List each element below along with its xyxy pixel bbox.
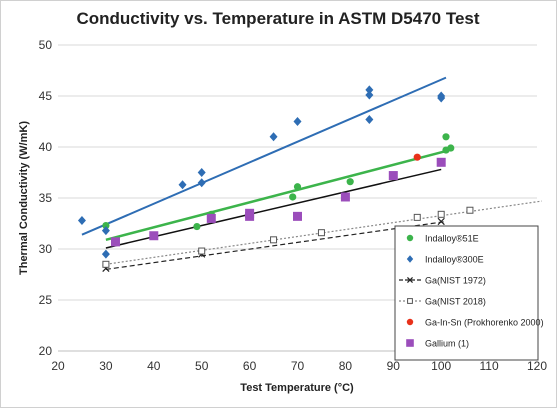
- legend: Indalloy®51E Indalloy®300E Ga(NIST 1972) Ga…: [394, 225, 544, 361]
- data-point-series-4: [413, 153, 421, 161]
- data-point-series-0: [289, 193, 297, 201]
- data-point-series-0: [293, 183, 302, 191]
- data-point-series-5: [293, 211, 302, 221]
- data-point-series-5: [340, 192, 350, 202]
- legend-marker: [407, 298, 413, 304]
- x-tick-label: 90: [387, 359, 401, 373]
- x-marker-stroke: [437, 217, 445, 226]
- data-point-series-5: [149, 231, 159, 241]
- data-point-series-5: [245, 208, 255, 218]
- data-point-series-3: [102, 260, 110, 268]
- legend-box: [394, 225, 539, 361]
- data-point-series-1: [178, 180, 187, 190]
- x-tick-label: 30: [99, 359, 113, 373]
- x-tick-label: 20: [51, 359, 65, 373]
- x-tick-label: 60: [243, 359, 257, 373]
- trendline: [105, 168, 442, 249]
- trendlines: [81, 76, 542, 270]
- data-point-series-1: [437, 93, 446, 103]
- data-point-series-1: [101, 249, 110, 259]
- data-point-series-1: [365, 85, 374, 95]
- y-tick-label: 25: [39, 293, 53, 307]
- data-point-series-3: [317, 229, 325, 237]
- y-tick-labels: 20 25 30 35 40 45 50: [39, 38, 53, 358]
- legend-label: Gallium (1): [425, 339, 469, 349]
- legend-label: Ga-In-Sn (Prokhorenko 2000): [425, 318, 544, 328]
- data-point-series-0: [193, 222, 201, 231]
- x-tick-label: 100: [431, 359, 451, 373]
- data-point-series-1: [197, 178, 206, 188]
- chart-title: Conductivity vs. Temperature in ASTM D54…: [76, 9, 479, 28]
- data-points: [77, 85, 474, 273]
- legend-marker: [406, 255, 414, 263]
- trendline: [105, 149, 447, 242]
- y-tick-label: 45: [39, 89, 53, 103]
- data-point-series-1: [365, 90, 374, 100]
- data-point-series-0: [447, 144, 455, 152]
- legend-label: Indalloy®300E: [425, 255, 484, 265]
- data-point-series-3: [437, 210, 445, 218]
- data-point-series-1: [293, 117, 302, 126]
- data-point-series-1: [365, 114, 374, 124]
- y-tick-label: 35: [39, 191, 53, 205]
- data-point-series-1: [269, 132, 278, 142]
- data-point-series-5: [206, 213, 216, 223]
- data-point-series-3: [413, 213, 421, 221]
- y-axis-label: Thermal Conductivity (W/mK): [18, 121, 30, 275]
- x-tick-label: 50: [195, 359, 209, 373]
- x-tick-label: 120: [527, 359, 547, 373]
- legend-label: Ga(NIST 2018): [425, 297, 486, 307]
- x-axis-label: Test Temperature (°C): [240, 382, 354, 394]
- x-tick-label: 80: [339, 359, 353, 373]
- data-point-series-3: [270, 236, 278, 244]
- y-tick-label: 50: [39, 38, 53, 52]
- data-point-series-0: [102, 221, 110, 230]
- legend-marker: [406, 339, 414, 347]
- data-point-series-1: [77, 215, 86, 225]
- trendline: [81, 76, 447, 236]
- x-tick-label: 110: [480, 359, 499, 373]
- data-point-series-0: [346, 178, 354, 186]
- data-point-series-5: [436, 157, 446, 167]
- trendline: [105, 220, 447, 270]
- legend-label: Ga(NIST 1972): [425, 276, 486, 286]
- data-point-series-0: [442, 133, 450, 141]
- legend-marker: [407, 277, 413, 283]
- x-tick-labels: 20 30 40 50 60 70 80 90 100 110 120: [51, 359, 547, 373]
- data-point-series-3: [198, 247, 206, 255]
- data-point-series-1: [101, 226, 110, 236]
- data-point-series-1: [197, 168, 206, 177]
- legend-marker: [406, 234, 414, 242]
- data-point-series-5: [110, 237, 120, 247]
- x-marker-stroke: [407, 277, 413, 283]
- y-tick-label: 30: [39, 242, 53, 256]
- data-point-series-5: [388, 171, 398, 181]
- data-point-series-2: [437, 217, 445, 226]
- x-tick-label: 40: [147, 359, 161, 373]
- legend-marker: [406, 318, 414, 326]
- data-point-series-3: [466, 206, 474, 214]
- y-tick-label: 40: [39, 140, 53, 154]
- x-tick-label: 70: [291, 359, 305, 373]
- legend-label: Indalloy®51E: [425, 234, 479, 244]
- y-tick-label: 20: [39, 344, 53, 358]
